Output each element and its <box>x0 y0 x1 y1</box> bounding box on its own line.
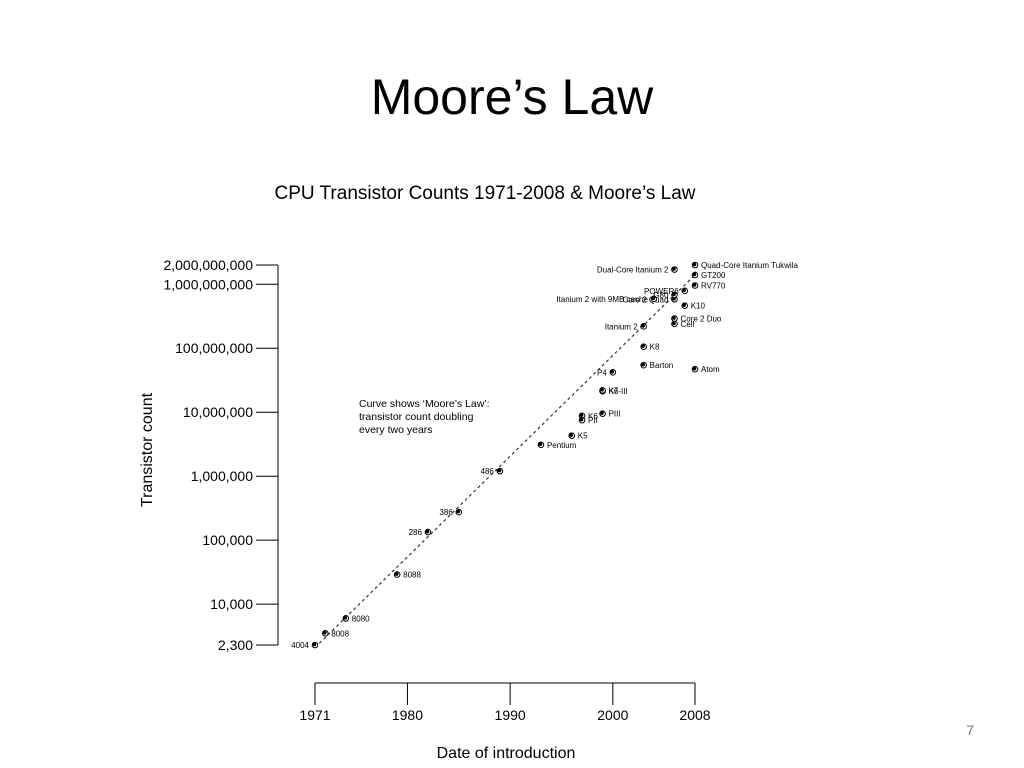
slide-number: 7 <box>966 722 974 738</box>
data-point-fill <box>671 267 676 271</box>
data-point-fill <box>682 303 687 307</box>
data-point-fill <box>322 630 327 635</box>
y-tick-label: 10,000,000 <box>183 404 253 420</box>
point-label: K7 <box>609 386 619 395</box>
y-tick-label: 100,000 <box>202 532 253 548</box>
chart-title: CPU Transistor Counts 1971-2008 & Moore’… <box>274 183 695 204</box>
data-point-fill <box>682 288 687 293</box>
data-point-fill <box>394 572 399 576</box>
point-label: K6 <box>588 412 598 421</box>
point-label: POWER6 <box>644 287 679 296</box>
point-label: RV770 <box>701 282 726 291</box>
data-point-fill <box>425 529 430 534</box>
point-label: Atom <box>701 365 720 374</box>
data-point-fill <box>692 366 697 371</box>
data-point-fill <box>456 509 461 514</box>
point-label: 4004 <box>291 641 309 650</box>
annotation-text: Curve shows ‘Moore’s Law’:transistor cou… <box>359 398 490 436</box>
point-label: K10 <box>691 302 706 311</box>
data-point-fill <box>312 642 317 647</box>
x-tick-label: 1990 <box>495 707 526 723</box>
x-tick-label: 2008 <box>679 707 710 723</box>
data-point-fill <box>671 321 676 326</box>
data-point-fill <box>692 283 697 287</box>
data-point-fill <box>569 433 574 437</box>
data-point-fill <box>610 369 615 374</box>
annotation-line: Curve shows ‘Moore’s Law’: <box>359 398 490 410</box>
point-label: K8 <box>650 343 660 352</box>
data-point-fill <box>497 468 502 473</box>
point-label: 8080 <box>352 614 370 623</box>
point-label: 8088 <box>403 571 421 580</box>
point-label: PII <box>588 416 598 425</box>
point-label: PIII <box>609 410 621 419</box>
point-label: K6-III <box>609 387 628 396</box>
point-label: GT200 <box>701 271 726 280</box>
data-point-fill <box>600 387 604 392</box>
y-tick-label: 1,000,000,000 <box>163 276 253 292</box>
point-label: Quad-Core Itanium Tukwila <box>701 261 798 270</box>
point-label: K5 <box>578 432 588 441</box>
data-point-fill <box>641 362 645 367</box>
point-label: 386 <box>439 508 453 517</box>
point-label: 286 <box>409 528 423 537</box>
trend-line-group <box>314 274 696 648</box>
point-label: Dual-Core Itanium 2 <box>597 266 669 275</box>
y-tick-label: 1,000,000 <box>191 468 253 484</box>
data-point-fill <box>641 344 645 348</box>
point-label: G80 <box>653 291 669 300</box>
point-label: Core 2 Duo <box>680 315 721 324</box>
data-point-fill <box>692 272 697 277</box>
x-tick-label: 2000 <box>597 707 628 723</box>
data-point-fill <box>651 296 656 301</box>
slide-title: Moore’s Law <box>370 69 654 125</box>
point-label: Itanium 2 <box>605 322 638 331</box>
y-tick-label: 2,300 <box>218 637 253 653</box>
axes: 2,000,000,000 1,000,000,000 100,000,000 10,… <box>163 257 710 723</box>
y-tick-label: 2,000,000,000 <box>163 257 253 273</box>
data-point-fill <box>579 417 584 422</box>
y-tick-label: 100,000,000 <box>175 340 253 356</box>
point-label: P4 <box>597 368 607 377</box>
data-point-fill <box>641 323 645 328</box>
data-point-fill <box>343 615 348 620</box>
point-label: 8008 <box>331 629 349 638</box>
data-point-fill <box>671 292 676 297</box>
data-point-fill <box>692 262 697 267</box>
data-point-fill <box>671 316 676 320</box>
x-tick-label: 1980 <box>392 707 423 723</box>
annotation-line: transistor count doubling <box>359 411 474 423</box>
point-label: Itanium 2 with 9MB cache <box>556 295 648 304</box>
point-label: 486 <box>481 467 495 476</box>
point-label: Core 2 Quad <box>623 295 669 304</box>
x-axis-label: Date of introduction <box>437 745 576 762</box>
x-tick-label: 1971 <box>299 707 330 723</box>
data-point-fill <box>538 442 543 447</box>
point-label: Pentium <box>547 441 577 450</box>
y-axis-label: Transistor count <box>139 392 156 507</box>
data-point-fill <box>600 411 604 415</box>
data-point-fill <box>579 413 584 418</box>
point-label: Barton <box>650 361 674 370</box>
y-tick-label: 10,000 <box>210 596 253 612</box>
moores-law-trend-line <box>314 274 696 648</box>
point-label: Cell <box>680 320 694 329</box>
annotation-line: every two years <box>359 424 433 436</box>
